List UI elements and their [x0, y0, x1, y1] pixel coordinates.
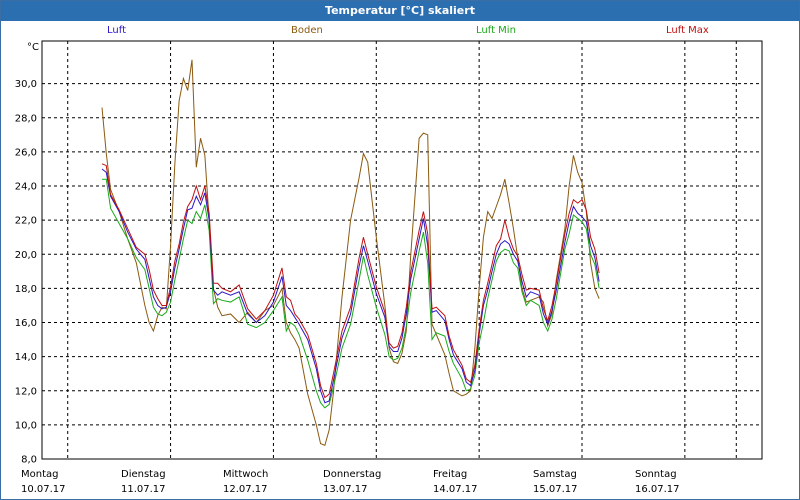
series-lines	[101, 59, 600, 447]
y-tick-label: 28,0	[15, 113, 37, 124]
series-line-luft-min	[102, 178, 600, 409]
x-tick-day: Samstag	[533, 469, 577, 480]
x-tick-date: 12.07.17	[223, 484, 268, 495]
y-tick-label: 16,0	[15, 318, 37, 329]
x-tick-date: 16.07.17	[635, 484, 680, 495]
x-tick-date: 10.07.17	[21, 484, 66, 495]
y-tick-label: 20,0	[15, 250, 37, 261]
series-line-luft-max	[101, 163, 600, 399]
legend-luft: Luft	[107, 25, 126, 36]
y-tick-label: 22,0	[15, 216, 37, 227]
legend: Luft Boden Luft Min Luft Max	[1, 21, 799, 41]
legend-boden: Boden	[291, 25, 323, 36]
x-tick-date: 13.07.17	[323, 484, 368, 495]
x-tick-day: Mittwoch	[223, 469, 268, 480]
x-tick-day: Freitag	[433, 469, 467, 480]
legend-luft-min: Luft Min	[476, 25, 516, 36]
x-tick-day: Montag	[21, 469, 58, 480]
y-axis: 30,0 28,0 26,0 24,0 22,0 20,0 18,0 16,0 14,0 12,0…	[15, 79, 37, 465]
grid	[42, 41, 762, 459]
x-tick-date: 14.07.17	[433, 484, 478, 495]
y-tick-label: 12,0	[15, 386, 37, 397]
y-tick-label: 26,0	[15, 147, 37, 158]
y-axis-unit: °C	[27, 42, 39, 53]
series-line-boden	[101, 59, 600, 447]
y-tick-label: 8,0	[21, 455, 37, 466]
x-tick-day: Sonntag	[635, 469, 677, 480]
y-tick-label: 10,0	[15, 420, 37, 431]
y-tick-label: 24,0	[15, 182, 37, 193]
x-tick-date: 15.07.17	[533, 484, 578, 495]
y-tick-label: 30,0	[15, 79, 37, 90]
x-tick-day: Dienstag	[121, 469, 166, 480]
x-tick-day: Donnerstag	[323, 469, 381, 480]
y-tick-label: 18,0	[15, 284, 37, 295]
window-title: Temperatur [°C] skaliert	[1, 1, 799, 21]
x-axis: Montag 10.07.17 Dienstag 11.07.17 Mittwoch 12…	[21, 469, 680, 495]
plot-area	[41, 40, 763, 460]
x-tick-date: 11.07.17	[121, 484, 166, 495]
series-line-luft	[101, 168, 600, 404]
legend-luft-max: Luft Max	[666, 25, 709, 36]
y-tick-label: 14,0	[15, 352, 37, 363]
